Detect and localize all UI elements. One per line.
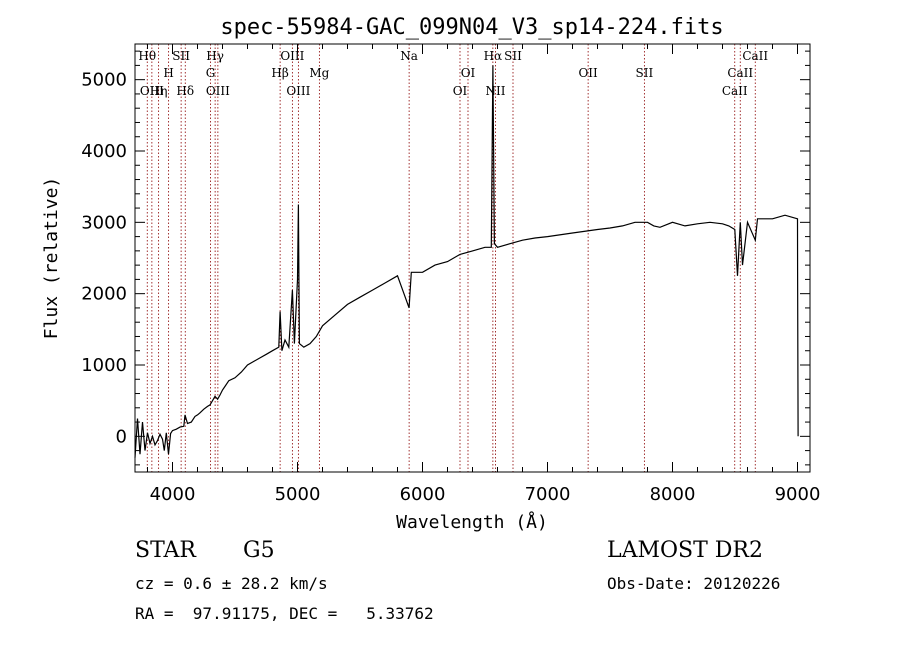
y-tick-label-3: 3000	[81, 212, 127, 233]
line-label-15: OI	[453, 84, 468, 98]
x-tick-label-4: 8000	[650, 484, 696, 505]
x-tick-label-0: 4000	[150, 484, 196, 505]
line-label-6: Hγ	[206, 49, 224, 63]
line-label-11: OIII	[286, 84, 310, 98]
line-label-3: H	[163, 66, 173, 80]
line-label-13: Na	[400, 49, 418, 63]
y-axis-label: Flux (relative)	[41, 177, 62, 340]
line-label-0: Hθ	[138, 49, 156, 63]
coordinates: RA = 97.91175, DEC = 5.33762	[135, 604, 434, 623]
object-subclass: G5	[243, 538, 275, 563]
x-tick-label-3: 7000	[525, 484, 571, 505]
line-label-1: OIII	[140, 84, 164, 98]
line-label-17: SII	[504, 49, 522, 63]
line-label-4: SII	[172, 49, 190, 63]
line-label-22: CaII	[727, 66, 753, 80]
line-label-2: Hη	[150, 84, 168, 98]
x-axis-label: Wavelength (Å)	[396, 511, 548, 533]
x-tick-label-5: 9000	[775, 484, 821, 505]
observation-date: Obs-Date: 20120226	[607, 574, 781, 593]
spectrum-line	[134, 65, 799, 458]
plot-frame	[134, 43, 811, 473]
y-tick-label-1: 1000	[81, 355, 127, 376]
line-label-9: OIII	[280, 49, 304, 63]
y-tick-label-4: 4000	[81, 141, 127, 162]
line-label-10: Hβ	[271, 66, 288, 80]
y-tick-label-0: 0	[116, 426, 127, 447]
line-label-14: OI	[461, 66, 476, 80]
x-tick-label-1: 5000	[275, 484, 321, 505]
line-label-7: G	[206, 66, 216, 80]
line-label-12: Mg	[309, 66, 329, 80]
redshift-velocity: cz = 0.6 ± 28.2 km/s	[135, 574, 328, 593]
y-tick-label-5: 5000	[81, 70, 127, 91]
object-class: STAR	[135, 538, 196, 563]
data-release: LAMOST DR2	[607, 538, 763, 563]
line-label-21: CaII	[742, 49, 768, 63]
chart-title: spec-55984-GAC_099N04_V3_sp14-224.fits	[220, 15, 723, 40]
line-label-18: NII	[486, 84, 506, 98]
line-label-16: Hα	[484, 49, 503, 63]
line-label-20: SII	[636, 66, 654, 80]
axis-ticks: 4000 5000 6000 7000 8000 9000 0 1000 2000 3000 400…	[81, 44, 820, 505]
y-tick-label-2: 2000	[81, 284, 127, 305]
x-tick-label-2: 6000	[400, 484, 446, 505]
line-label-23: CaII	[722, 84, 748, 98]
line-label-8: OIII	[206, 84, 230, 98]
line-label-19: OII	[578, 66, 598, 80]
line-label-5: Hδ	[176, 84, 194, 98]
